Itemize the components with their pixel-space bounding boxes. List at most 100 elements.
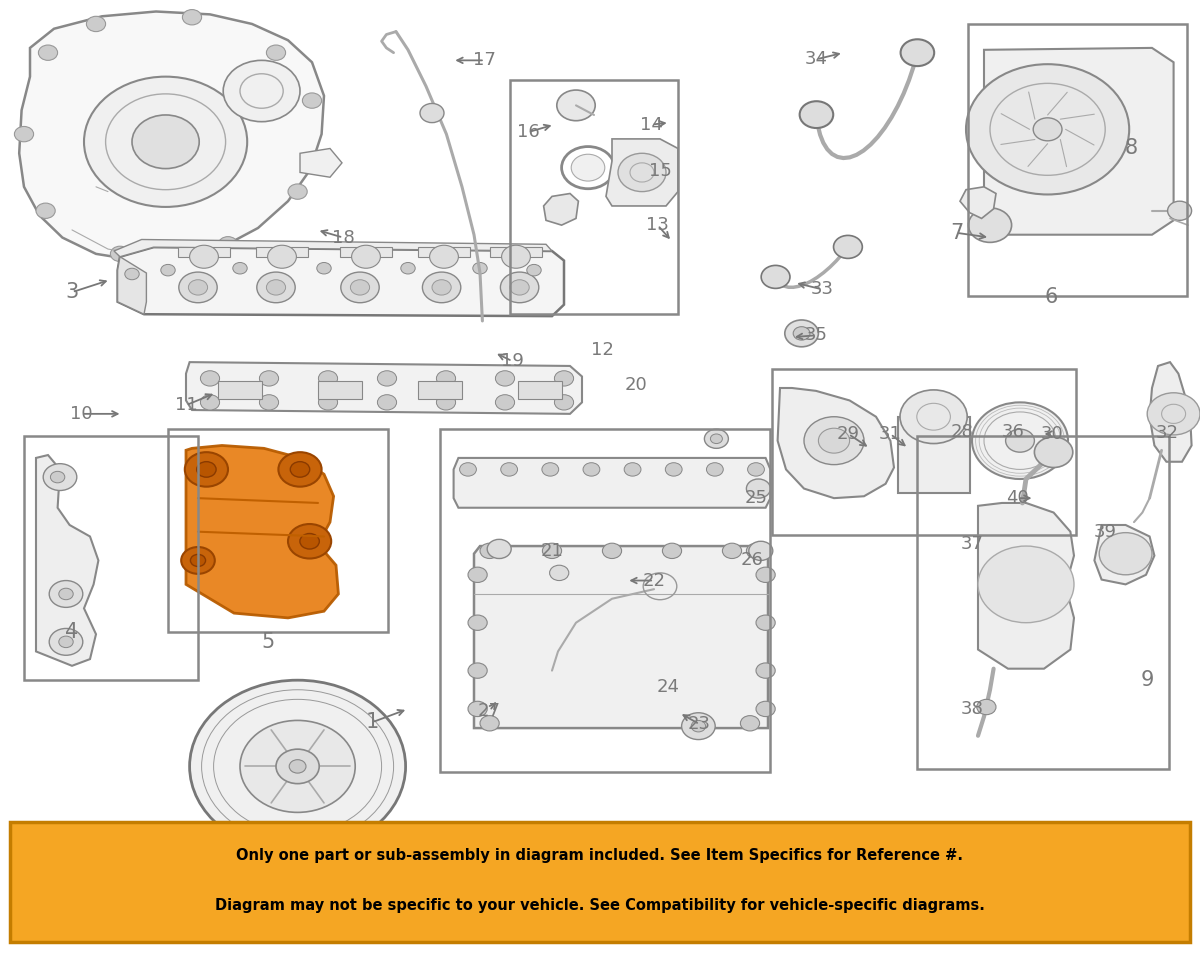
Circle shape <box>1147 393 1200 435</box>
Circle shape <box>110 246 130 262</box>
Text: 4: 4 <box>65 623 79 642</box>
Circle shape <box>542 543 562 559</box>
Polygon shape <box>118 257 146 314</box>
Circle shape <box>38 45 58 60</box>
Circle shape <box>132 115 199 169</box>
Polygon shape <box>474 546 768 728</box>
Circle shape <box>818 428 850 453</box>
Text: 12: 12 <box>590 341 614 358</box>
Circle shape <box>288 524 331 559</box>
Polygon shape <box>19 11 324 261</box>
Circle shape <box>1099 533 1152 575</box>
Circle shape <box>550 565 569 581</box>
Circle shape <box>554 371 574 386</box>
Circle shape <box>682 713 715 740</box>
Circle shape <box>785 320 818 347</box>
Bar <box>510 80 678 314</box>
Text: 35: 35 <box>804 327 828 344</box>
Circle shape <box>756 567 775 582</box>
Circle shape <box>1034 437 1073 468</box>
Bar <box>10 822 1190 942</box>
Circle shape <box>834 236 863 259</box>
Polygon shape <box>256 247 308 257</box>
Circle shape <box>1168 201 1192 220</box>
Bar <box>917 436 1169 769</box>
Text: 36: 36 <box>1001 423 1025 441</box>
Circle shape <box>290 462 310 477</box>
Circle shape <box>624 463 641 476</box>
Circle shape <box>181 547 215 574</box>
Text: 19: 19 <box>500 353 524 370</box>
Text: 9: 9 <box>1140 671 1154 690</box>
Text: 14: 14 <box>640 116 664 133</box>
Circle shape <box>288 184 307 199</box>
Circle shape <box>704 429 728 448</box>
Circle shape <box>468 701 487 717</box>
Circle shape <box>496 395 515 410</box>
Circle shape <box>240 720 355 812</box>
Circle shape <box>223 60 300 122</box>
Circle shape <box>259 371 278 386</box>
Circle shape <box>50 471 65 483</box>
Circle shape <box>554 395 574 410</box>
Circle shape <box>49 581 83 607</box>
Bar <box>419 381 462 399</box>
Circle shape <box>200 371 220 386</box>
Circle shape <box>900 390 967 444</box>
Circle shape <box>583 463 600 476</box>
Text: 5: 5 <box>260 632 275 651</box>
Polygon shape <box>118 247 564 316</box>
Circle shape <box>84 77 247 207</box>
Text: 18: 18 <box>332 229 354 246</box>
Text: 31: 31 <box>878 425 902 443</box>
Circle shape <box>571 154 605 181</box>
Circle shape <box>500 463 517 476</box>
Circle shape <box>557 90 595 121</box>
Text: 10: 10 <box>71 405 92 422</box>
Circle shape <box>257 272 295 303</box>
Circle shape <box>1006 429 1034 452</box>
Bar <box>218 381 262 399</box>
Circle shape <box>420 103 444 123</box>
Circle shape <box>43 464 77 490</box>
Text: 25: 25 <box>744 490 768 507</box>
Circle shape <box>510 280 529 295</box>
Circle shape <box>746 543 766 559</box>
Polygon shape <box>960 187 996 218</box>
Polygon shape <box>186 362 582 414</box>
Circle shape <box>59 636 73 648</box>
Circle shape <box>422 272 461 303</box>
Circle shape <box>430 245 458 268</box>
Circle shape <box>341 272 379 303</box>
Circle shape <box>268 245 296 268</box>
Text: 32: 32 <box>1156 424 1180 442</box>
Circle shape <box>966 64 1129 194</box>
Bar <box>440 429 770 772</box>
Circle shape <box>972 402 1068 479</box>
Circle shape <box>59 588 73 600</box>
Circle shape <box>496 371 515 386</box>
Circle shape <box>259 395 278 410</box>
Text: 23: 23 <box>688 716 712 733</box>
Circle shape <box>602 543 622 559</box>
Circle shape <box>432 280 451 295</box>
Circle shape <box>480 716 499 731</box>
Circle shape <box>799 102 833 128</box>
Circle shape <box>756 663 775 678</box>
Bar <box>968 24 1187 296</box>
Circle shape <box>86 16 106 32</box>
Circle shape <box>161 264 175 276</box>
Text: 16: 16 <box>517 124 539 141</box>
Circle shape <box>350 280 370 295</box>
Polygon shape <box>114 240 552 257</box>
Text: 33: 33 <box>810 281 834 298</box>
Text: 39: 39 <box>1093 523 1117 540</box>
Circle shape <box>179 272 217 303</box>
Circle shape <box>804 417 864 465</box>
Text: 22: 22 <box>642 572 666 589</box>
Text: 11: 11 <box>175 397 197 414</box>
Text: 7: 7 <box>949 223 964 242</box>
Circle shape <box>318 395 337 410</box>
Circle shape <box>317 262 331 274</box>
Polygon shape <box>186 445 338 618</box>
